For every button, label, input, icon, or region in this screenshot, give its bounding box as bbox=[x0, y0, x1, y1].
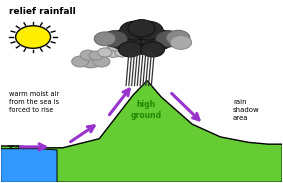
Circle shape bbox=[118, 42, 142, 57]
Circle shape bbox=[104, 46, 122, 57]
Text: high
ground: high ground bbox=[130, 100, 161, 120]
Text: relief rainfall: relief rainfall bbox=[9, 7, 76, 16]
Circle shape bbox=[141, 42, 165, 57]
Circle shape bbox=[120, 27, 163, 54]
Circle shape bbox=[89, 51, 104, 60]
Circle shape bbox=[156, 31, 181, 47]
Polygon shape bbox=[1, 149, 57, 182]
Circle shape bbox=[115, 48, 129, 57]
Circle shape bbox=[166, 30, 190, 46]
Circle shape bbox=[16, 26, 51, 48]
Circle shape bbox=[110, 29, 142, 50]
Circle shape bbox=[141, 29, 173, 50]
Polygon shape bbox=[1, 81, 282, 182]
Circle shape bbox=[109, 43, 121, 51]
Text: warm moist air
from the sea is
forced to rise: warm moist air from the sea is forced to… bbox=[9, 92, 59, 113]
Circle shape bbox=[128, 20, 155, 37]
Circle shape bbox=[102, 31, 127, 47]
Circle shape bbox=[93, 56, 110, 67]
Circle shape bbox=[170, 36, 192, 49]
Circle shape bbox=[94, 32, 115, 46]
Circle shape bbox=[72, 56, 89, 67]
Text: rain
shadow
area: rain shadow area bbox=[233, 99, 260, 121]
Circle shape bbox=[98, 48, 112, 57]
Circle shape bbox=[134, 21, 163, 40]
Circle shape bbox=[80, 53, 102, 68]
Text: sea: sea bbox=[8, 144, 20, 150]
Circle shape bbox=[120, 21, 149, 40]
Circle shape bbox=[80, 50, 96, 60]
